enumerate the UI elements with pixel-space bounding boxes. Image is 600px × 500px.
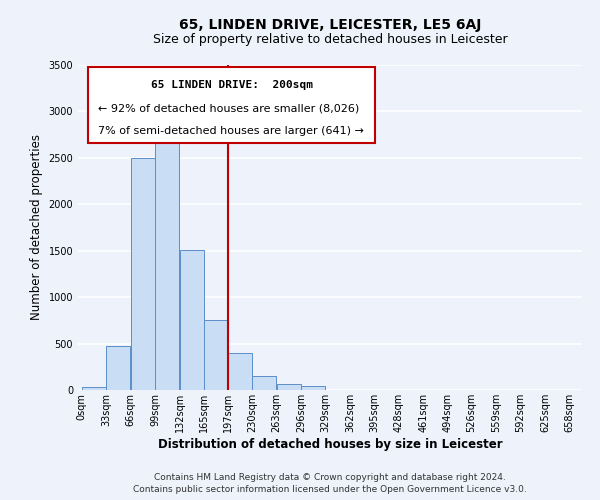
- Text: Size of property relative to detached houses in Leicester: Size of property relative to detached ho…: [152, 32, 508, 46]
- FancyBboxPatch shape: [88, 66, 376, 143]
- Text: 7% of semi-detached houses are larger (641) →: 7% of semi-detached houses are larger (6…: [98, 126, 364, 136]
- Bar: [131, 158, 155, 390]
- Bar: [180, 250, 204, 390]
- Bar: [155, 128, 179, 390]
- Text: Contains public sector information licensed under the Open Government Licence v3: Contains public sector information licen…: [133, 486, 527, 494]
- Y-axis label: Number of detached properties: Number of detached properties: [30, 134, 43, 320]
- Bar: [301, 386, 325, 390]
- Text: ← 92% of detached houses are smaller (8,026): ← 92% of detached houses are smaller (8,…: [98, 103, 359, 113]
- Bar: [277, 384, 301, 390]
- Bar: [253, 376, 277, 390]
- Bar: [106, 346, 130, 390]
- Bar: [204, 320, 227, 390]
- Text: 65 LINDEN DRIVE:  200sqm: 65 LINDEN DRIVE: 200sqm: [151, 80, 313, 90]
- Text: 65, LINDEN DRIVE, LEICESTER, LE5 6AJ: 65, LINDEN DRIVE, LEICESTER, LE5 6AJ: [179, 18, 481, 32]
- Bar: [228, 353, 252, 390]
- Bar: [82, 387, 106, 390]
- X-axis label: Distribution of detached houses by size in Leicester: Distribution of detached houses by size …: [158, 438, 502, 450]
- Text: Contains HM Land Registry data © Crown copyright and database right 2024.: Contains HM Land Registry data © Crown c…: [154, 473, 506, 482]
